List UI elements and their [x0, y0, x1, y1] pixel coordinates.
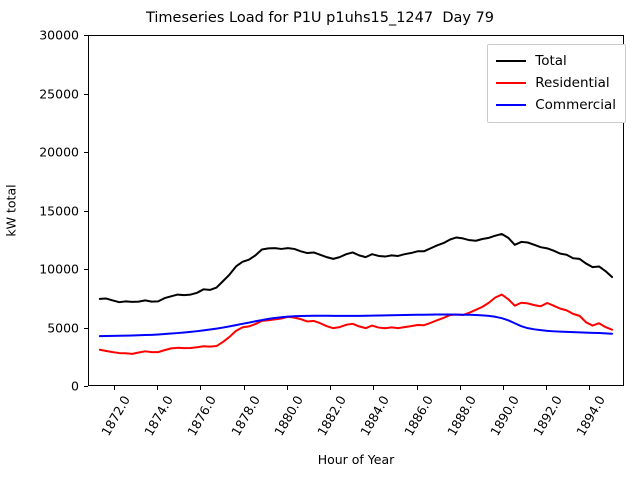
- y-tick-mark: [84, 269, 88, 270]
- series-line: [98, 232, 614, 304]
- x-tick-mark: [113, 386, 115, 390]
- chart-title: Timeseries Load for P1U p1uhs15_1247 Day…: [145, 10, 495, 26]
- y-tick-label: 15000: [39, 203, 79, 218]
- series-line: [98, 293, 614, 355]
- y-tick-label: 10000: [39, 261, 79, 277]
- y-tick-mark: [84, 210, 88, 212]
- legend-swatch-commercial: [496, 104, 527, 106]
- x-tick-mark: [373, 386, 375, 390]
- legend-swatch-residential: [496, 82, 527, 84]
- y-tick-mark: [84, 35, 88, 36]
- x-tick-mark: [416, 386, 418, 390]
- x-tick-mark: [286, 386, 288, 390]
- y-tick-label: 5000: [47, 320, 79, 335]
- y-tick-mark: [84, 327, 88, 329]
- y-tick-label: 30000: [39, 27, 79, 43]
- x-axis-label: Hour of Year: [317, 452, 395, 467]
- legend-label: Total: [535, 53, 567, 69]
- x-axis: 1872.0 1874.0 1876.0 1878.0 1880.0 1882.0 1884…: [88, 386, 624, 476]
- y-tick-mark: [84, 93, 88, 95]
- x-tick-mark: [546, 386, 548, 390]
- chart-legend: Total Residential Commercial: [487, 44, 626, 123]
- plot-lines: [98, 232, 614, 355]
- x-tick-mark: [243, 386, 245, 390]
- x-tick-mark: [589, 386, 591, 390]
- y-axis: 0 5000 10000 15000 20000 25000 30000: [0, 28, 88, 394]
- x-tick-mark: [330, 386, 332, 390]
- legend-item: Residential: [496, 72, 616, 94]
- y-tick-mark: [84, 152, 88, 153]
- x-tick-mark: [502, 386, 504, 390]
- legend-item: Total: [496, 50, 616, 72]
- legend-label: Residential: [535, 75, 610, 91]
- x-tick-mark: [200, 386, 202, 390]
- series-line: [98, 313, 614, 338]
- legend-swatch-total: [496, 60, 527, 62]
- legend-item: Commercial: [496, 94, 616, 116]
- x-tick-mark: [157, 386, 159, 390]
- chart-figure: Timeseries Load for P1U p1uhs15_1247 Day…: [0, 10, 626, 476]
- legend-label: Commercial: [535, 97, 616, 113]
- y-tick-label: 0: [71, 378, 79, 394]
- y-tick-label: 25000: [39, 86, 79, 101]
- x-tick-mark: [459, 386, 461, 390]
- y-tick-mark: [84, 386, 88, 387]
- y-tick-label: 20000: [39, 144, 79, 160]
